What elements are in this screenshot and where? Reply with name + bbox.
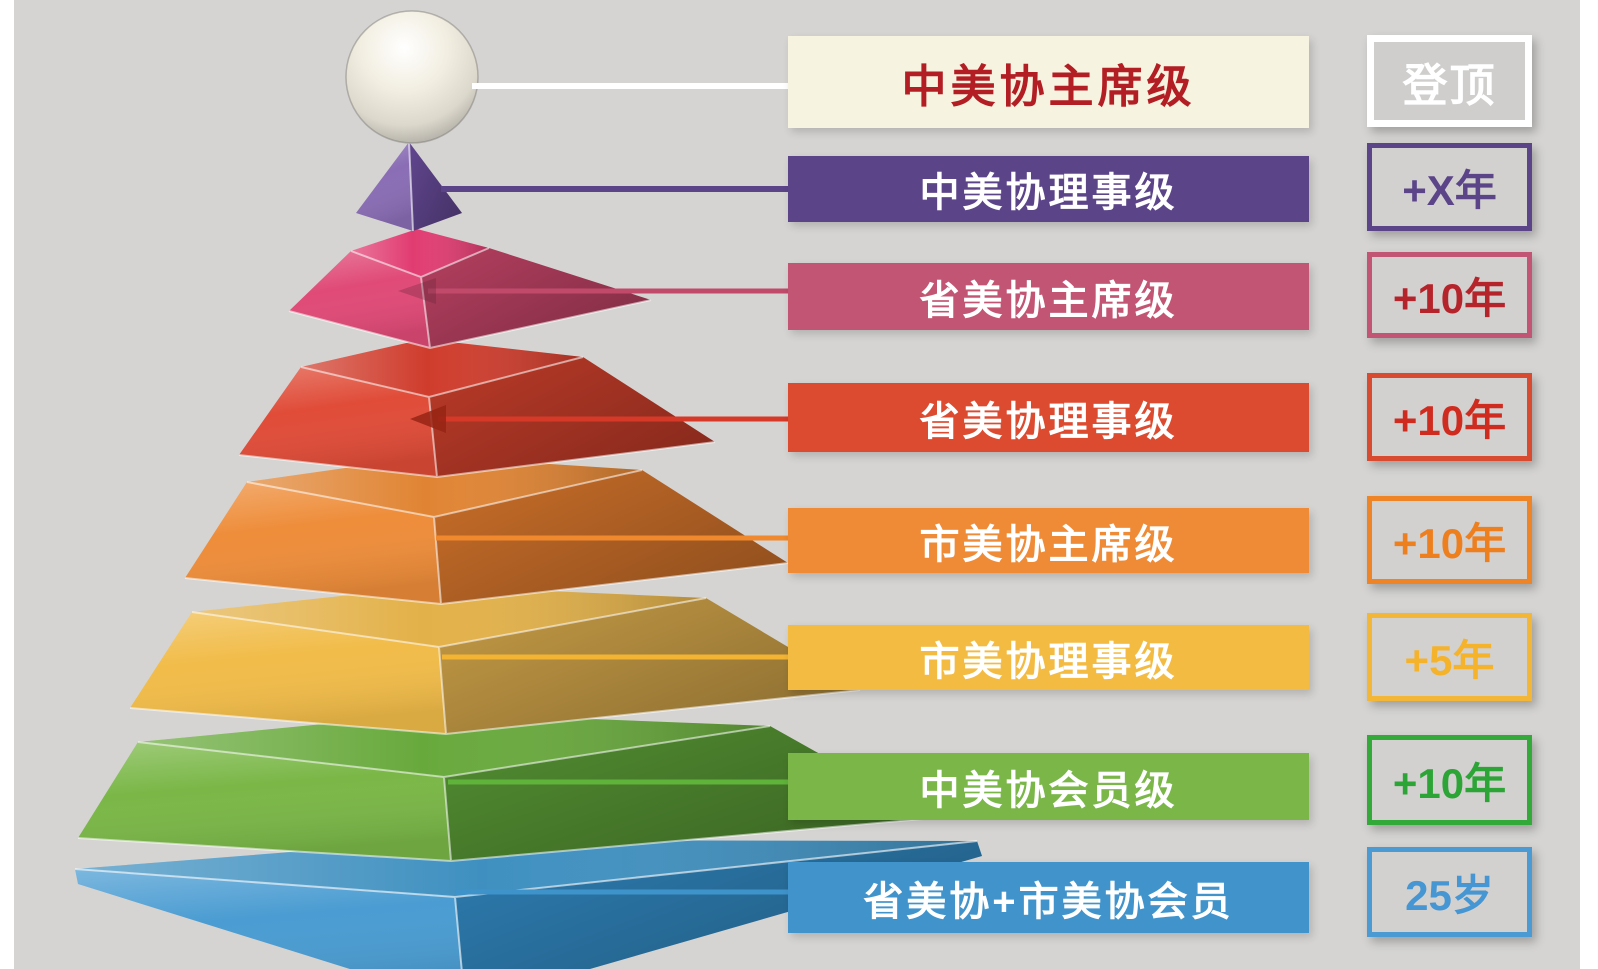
badge-box-row-6: +5年 [1367, 613, 1532, 701]
badge-text-row-1: 登顶 [1402, 59, 1497, 111]
badge-box-row-8: 25岁 [1367, 847, 1532, 937]
pyramid-layer-purple [356, 141, 462, 232]
orange-left-face-sheen [185, 482, 441, 604]
badge-text-row-6: +5年 [1404, 636, 1495, 684]
label-box-row-1: 中美协主席级 [788, 36, 1309, 128]
purple-right-face-shade [409, 142, 462, 231]
badge-box-row-1: 登顶 [1367, 35, 1532, 127]
purple-edge-highlight [408, 141, 414, 232]
label-text-row-3: 省美协主席级 [919, 278, 1178, 323]
rose-right-face-shade [421, 248, 651, 348]
blue-top-face-shade [75, 840, 977, 897]
pyramid-layer-yellow [129, 586, 861, 736]
badge-text-row-5: +10年 [1392, 519, 1507, 567]
badge-box-row-4: +10年 [1367, 373, 1532, 461]
badge-text-row-2: +X年 [1402, 166, 1497, 214]
orange-edge-highlight [184, 469, 789, 606]
label-text-row-8: 省美协+市美协会员 [863, 879, 1234, 924]
summit-sphere [345, 10, 479, 144]
label-box-row-7: 中美协会员级 [788, 753, 1309, 820]
rose-top-face-shade [351, 229, 489, 277]
red-left-face-sheen [239, 367, 437, 477]
label-box-row-8: 省美协+市美协会员 [788, 862, 1309, 933]
rose-left-face-sheen [289, 251, 430, 348]
red-edge-highlight [238, 356, 716, 479]
label-box-row-3: 省美协主席级 [788, 263, 1309, 330]
yellow-top-face-shade [192, 586, 706, 647]
badge-text-row-4: +10年 [1392, 396, 1507, 444]
left-edge-strip [0, 0, 14, 969]
green-left-face-sheen [78, 742, 451, 861]
pyramid-layer-rose [288, 229, 652, 350]
blue-left-face-sheen [75, 869, 462, 969]
label-box-row-6: 市美协理事级 [788, 625, 1309, 690]
badge-text-row-8: 25岁 [1405, 871, 1494, 919]
label-text-row-1: 中美协主席级 [901, 60, 1196, 112]
yellow-left-face-sheen [130, 612, 446, 734]
connector-arrow-row-3 [398, 278, 436, 304]
right-edge-strip [1580, 0, 1598, 969]
pyramid-layer-orange [184, 456, 789, 606]
yellow-edge-highlight [129, 597, 861, 736]
label-text-row-7: 中美协会员级 [919, 768, 1178, 813]
pyramid-layer-green [77, 713, 935, 863]
badge-text-row-3: +10年 [1392, 274, 1507, 322]
badge-box-row-2: +X年 [1367, 143, 1532, 231]
label-text-row-6: 市美协理事级 [919, 639, 1178, 684]
label-box-row-5: 市美协主席级 [788, 508, 1309, 573]
label-text-row-4: 省美协理事级 [919, 399, 1178, 444]
yellow-right-face-shade [439, 598, 860, 734]
blue-edge-highlight [74, 840, 978, 969]
green-edge-highlight [77, 725, 935, 863]
label-box-row-4: 省美协理事级 [788, 383, 1309, 452]
badge-box-row-5: +10年 [1367, 496, 1532, 584]
badge-text-row-7: +10年 [1392, 759, 1507, 807]
orange-top-face-shade [247, 456, 642, 517]
connector-lines [398, 83, 795, 895]
rose-edge-highlight [288, 247, 652, 350]
label-text-row-5: 市美协主席级 [919, 522, 1178, 567]
pyramid-layer-red [238, 339, 716, 479]
label-box-row-2: 中美协理事级 [788, 156, 1309, 222]
pyramid-layer-blue [74, 840, 982, 969]
connector-arrow-row-4 [410, 405, 446, 433]
badge-box-row-7: +10年 [1367, 735, 1532, 825]
green-top-face-shade [138, 713, 770, 777]
label-text-row-2: 中美协理事级 [919, 171, 1178, 215]
badge-box-row-3: +10年 [1367, 252, 1532, 338]
purple-left-face-sheen [356, 142, 413, 231]
